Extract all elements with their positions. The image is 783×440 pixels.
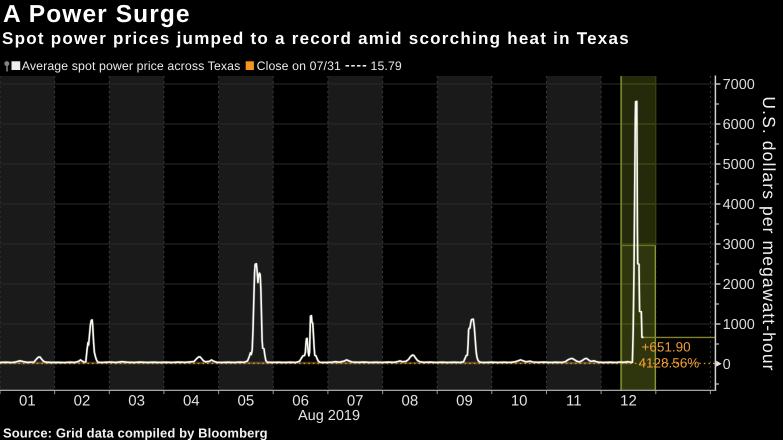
svg-text:09: 09 — [456, 393, 473, 410]
svg-text:4128.56%: 4128.56% — [639, 355, 700, 370]
svg-text:Spot power prices jumped to a: Spot power prices jumped to a record ami… — [2, 29, 630, 48]
svg-text:02: 02 — [74, 393, 91, 410]
svg-text:2000: 2000 — [723, 277, 755, 293]
svg-text:1000: 1000 — [723, 317, 755, 333]
svg-text:Average spot power price acros: Average spot power price across Texas — [22, 59, 241, 73]
svg-text:+651.90: +651.90 — [642, 339, 691, 354]
svg-text:Source: Grid data compiled by: Source: Grid data compiled by Bloomberg — [3, 426, 268, 440]
svg-text:6000: 6000 — [723, 117, 755, 133]
svg-text:4000: 4000 — [723, 197, 755, 213]
svg-text:11: 11 — [566, 393, 582, 410]
svg-text:Aug 2019: Aug 2019 — [298, 408, 360, 424]
svg-text:Close on 07/31: Close on 07/31 — [257, 59, 341, 73]
svg-text:08: 08 — [402, 393, 419, 410]
svg-text:0: 0 — [723, 357, 731, 373]
svg-text:06: 06 — [292, 393, 309, 410]
svg-text:3000: 3000 — [723, 237, 755, 253]
svg-text:10: 10 — [511, 393, 528, 410]
svg-text:04: 04 — [183, 393, 200, 410]
svg-text:U.S. dollars per megawatt-hour: U.S. dollars per megawatt-hour — [759, 96, 779, 371]
svg-text:03: 03 — [128, 393, 145, 410]
svg-text:7000: 7000 — [723, 77, 755, 93]
svg-text:01: 01 — [19, 393, 36, 410]
svg-text:12: 12 — [620, 393, 637, 410]
svg-text:05: 05 — [238, 393, 255, 410]
svg-text:5000: 5000 — [723, 157, 755, 173]
svg-text:15.79: 15.79 — [371, 59, 402, 73]
svg-text:A Power Surge: A Power Surge — [3, 1, 191, 28]
svg-text:07: 07 — [347, 393, 364, 410]
